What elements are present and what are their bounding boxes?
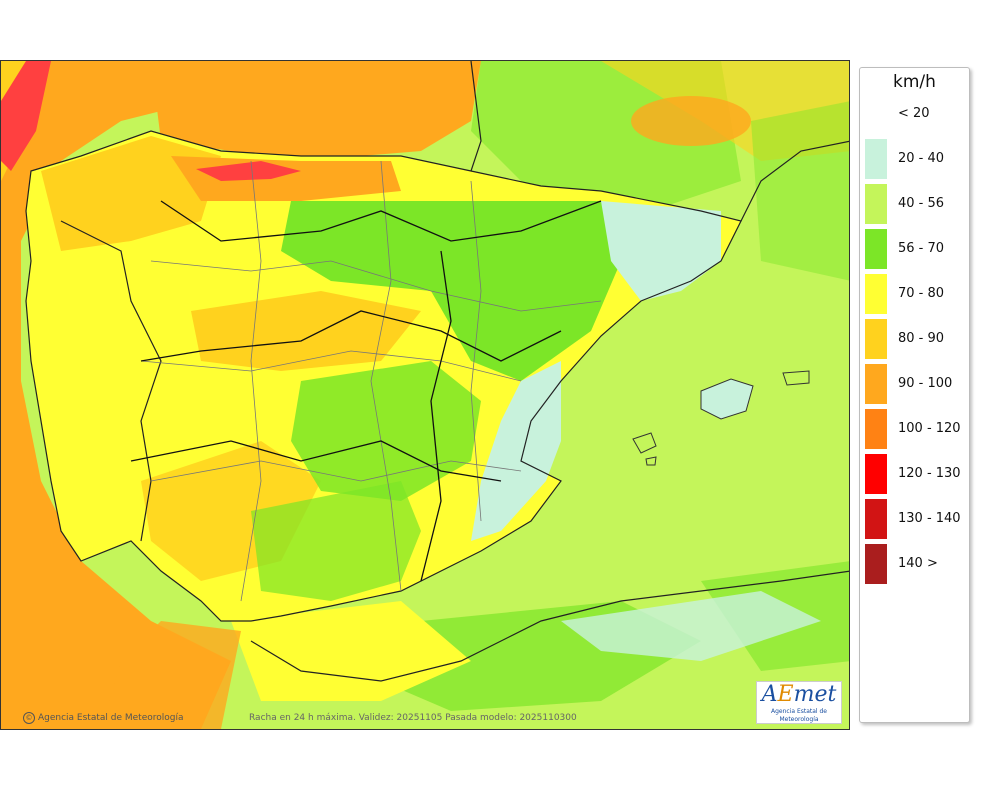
cantabrian-orange-zone xyxy=(151,61,481,161)
mallorca xyxy=(700,378,754,420)
legend-swatch xyxy=(865,319,887,359)
legend-item: 140 > xyxy=(860,544,969,584)
africa-coast xyxy=(250,570,849,682)
peninsula-coastline xyxy=(25,130,742,622)
legend-label: 40 - 56 xyxy=(898,196,945,211)
andalusia-green xyxy=(251,481,421,601)
valencia-light xyxy=(471,361,561,541)
legend-label: 130 - 140 xyxy=(898,511,961,526)
legend-item: 40 - 56 xyxy=(860,184,969,224)
logo-subtitle: Agencia Estatal de Meteorología xyxy=(770,708,827,723)
legend-item: 100 - 120 xyxy=(860,409,969,449)
copyright-icon: © xyxy=(23,712,35,724)
legend-label: 120 - 130 xyxy=(898,466,961,481)
legend-label: 56 - 70 xyxy=(898,241,945,256)
province-borders-c xyxy=(150,460,522,482)
map-caption: Racha en 24 h máxima. Validez: 20251105 … xyxy=(249,713,577,723)
legend-item: 56 - 70 xyxy=(860,229,969,269)
legend-label: 140 > xyxy=(898,556,938,571)
legend-swatch xyxy=(865,139,887,179)
logo-mark: AEmet xyxy=(761,682,837,707)
community-borders-b xyxy=(140,310,562,362)
legend-swatch xyxy=(865,409,887,449)
legend-label: 90 - 100 xyxy=(898,376,953,391)
community-borders-a xyxy=(160,200,602,242)
legend-swatch xyxy=(865,364,887,404)
legend-label: 100 - 120 xyxy=(898,421,961,436)
copyright-text: Agencia Estatal de Meteorología xyxy=(38,713,184,723)
province-borders-d xyxy=(240,160,262,602)
catalonia-light xyxy=(601,201,721,301)
legend-item: 80 - 90 xyxy=(860,319,969,359)
legend-label: 80 - 90 xyxy=(898,331,945,346)
province-borders-f xyxy=(470,180,482,522)
legend-swatch xyxy=(865,184,887,224)
legend-unit: km/h xyxy=(893,72,936,92)
copyright-notice: © Agencia Estatal de Meteorología xyxy=(23,712,184,724)
ibiza xyxy=(632,432,657,454)
province-borders-a xyxy=(150,260,602,312)
province-borders-e xyxy=(370,160,402,592)
cantabrian-red xyxy=(196,161,301,181)
province-borders-b xyxy=(140,350,522,382)
legend-item: < 20 xyxy=(860,94,969,134)
legend-item: 70 - 80 xyxy=(860,274,969,314)
legend-label: 20 - 40 xyxy=(898,151,945,166)
atlantic-red-zone xyxy=(1,61,51,171)
northwest-orange xyxy=(41,136,221,251)
legend-item: 90 - 100 xyxy=(860,364,969,404)
legend-item: 20 - 40 xyxy=(860,139,969,179)
aemet-logo: AEmet Agencia Estatal de Meteorología xyxy=(756,681,842,724)
atlantic-orange-zone xyxy=(1,61,241,729)
legend-item: 120 - 130 xyxy=(860,454,969,494)
legend-label: < 20 xyxy=(898,106,930,121)
community-borders-d xyxy=(420,250,452,582)
color-legend: km/h < 20 20 - 40 40 - 56 56 - 70 70 - 80 80 … xyxy=(859,67,970,723)
corsica-sardinia-green xyxy=(751,101,849,281)
legend-item: 130 - 140 xyxy=(860,499,969,539)
legend-swatch xyxy=(865,544,887,584)
gulf-of-lion-orange-cell xyxy=(631,96,751,146)
france-coast xyxy=(470,61,482,172)
legend-swatch xyxy=(865,229,887,269)
wind-gust-map xyxy=(0,60,850,730)
menorca xyxy=(782,370,810,386)
gibraltar-yellow xyxy=(231,601,471,701)
north-africa-light xyxy=(561,591,821,661)
cantabrian-mountains xyxy=(171,156,401,201)
legend-swatch xyxy=(865,499,887,539)
formentera xyxy=(645,456,657,466)
cadiz-orange xyxy=(101,621,241,729)
legend-label: 70 - 80 xyxy=(898,286,945,301)
la-mancha-green xyxy=(291,361,481,501)
ebro-valley-green xyxy=(281,201,621,381)
community-borders-c xyxy=(130,440,502,482)
legend-swatch xyxy=(865,274,887,314)
legend-swatch xyxy=(865,454,887,494)
france-south-coast xyxy=(740,140,849,222)
